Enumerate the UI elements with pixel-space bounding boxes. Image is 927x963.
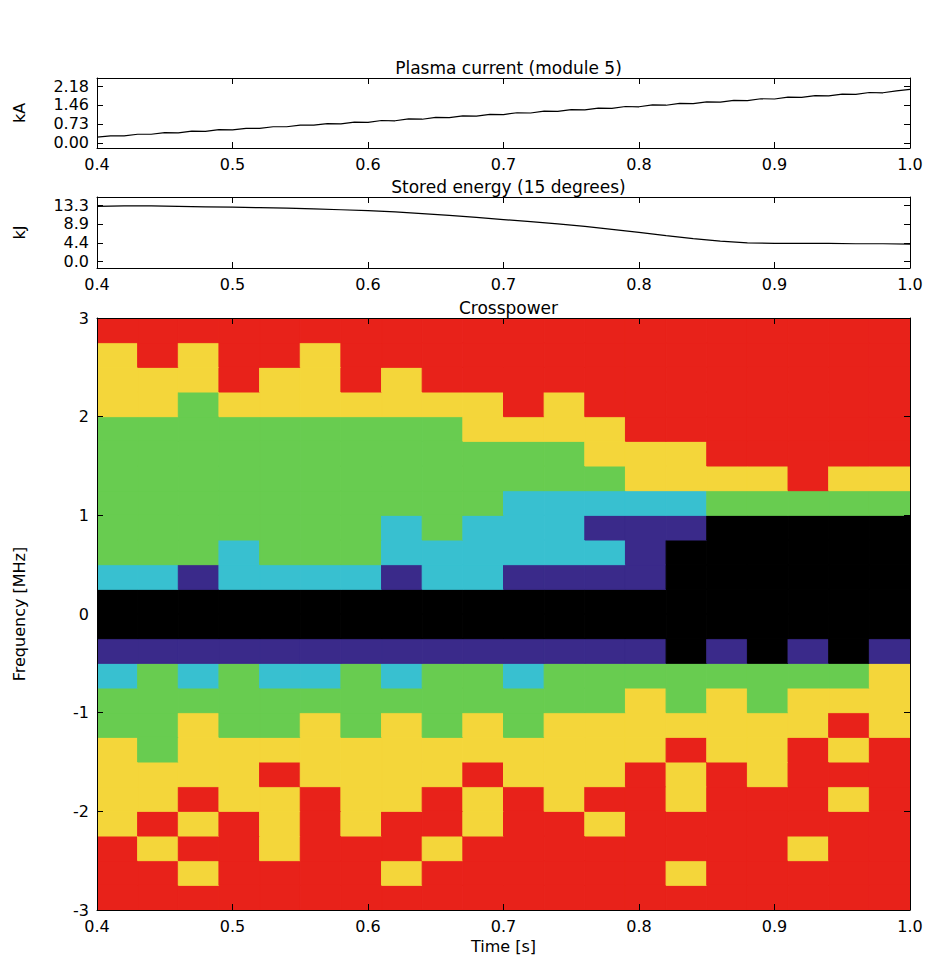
svg-text:0.4: 0.4 [84,275,109,294]
svg-text:0.5: 0.5 [220,917,245,936]
svg-text:1.46: 1.46 [53,95,89,114]
svg-text:0.4: 0.4 [84,917,109,936]
svg-text:0.7: 0.7 [491,275,516,294]
svg-text:kA: kA [10,103,29,123]
svg-text:-3: -3 [73,900,89,920]
svg-text:13.3: 13.3 [53,196,89,215]
svg-text:0.8: 0.8 [626,155,651,174]
svg-text:0.0: 0.0 [64,252,89,271]
svg-text:0.8: 0.8 [626,275,651,294]
svg-text:2: 2 [79,407,89,426]
svg-text:4.4: 4.4 [64,233,89,252]
svg-text:0.9: 0.9 [762,275,787,294]
svg-text:0: 0 [79,605,89,624]
svg-text:3: 3 [79,309,89,328]
svg-text:Plasma current (module 5): Plasma current (module 5) [395,58,622,78]
svg-text:kJ: kJ [10,226,29,240]
svg-text:0.7: 0.7 [491,155,516,174]
svg-text:0.9: 0.9 [762,155,787,174]
svg-text:8.9: 8.9 [64,214,89,233]
svg-text:0.6: 0.6 [355,275,380,294]
svg-text:1.0: 1.0 [897,917,922,936]
svg-text:0.7: 0.7 [491,917,516,936]
svg-text:Stored energy (15 degrees): Stored energy (15 degrees) [391,177,626,197]
svg-text:Time [s]: Time [s] [470,937,536,956]
svg-text:0.6: 0.6 [355,917,380,936]
svg-text:Crosspower: Crosspower [459,298,558,318]
svg-text:0.00: 0.00 [53,133,89,152]
svg-text:-1: -1 [73,703,89,722]
svg-text:0.9: 0.9 [762,917,787,936]
svg-text:0.73: 0.73 [53,114,89,133]
svg-text:0.5: 0.5 [220,155,245,174]
svg-text:0.5: 0.5 [220,275,245,294]
svg-text:0.6: 0.6 [355,155,380,174]
svg-text:1.0: 1.0 [897,155,922,174]
svg-text:1.0: 1.0 [897,275,922,294]
svg-text:1: 1 [79,506,89,525]
svg-text:0.8: 0.8 [626,917,651,936]
svg-text:2.18: 2.18 [53,77,89,96]
svg-text:0.4: 0.4 [84,155,109,174]
svg-text:Frequency [MHz]: Frequency [MHz] [10,547,29,681]
svg-text:-2: -2 [73,802,89,821]
